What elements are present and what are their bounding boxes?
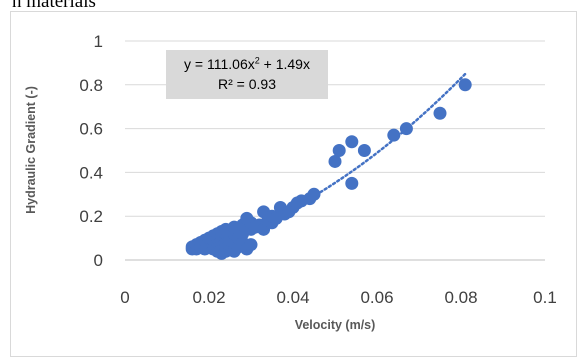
trendline-equation: y = 111.06x2 + 1.49x — [184, 55, 310, 72]
data-point — [345, 176, 359, 190]
data-point — [387, 128, 401, 142]
y-tick-label: 0.2 — [79, 207, 103, 226]
y-tick-label: 0.6 — [79, 120, 103, 139]
data-points — [185, 78, 472, 260]
y-tick-label: 0 — [94, 251, 103, 270]
data-point — [357, 144, 371, 157]
y-tick-label: 0.8 — [79, 76, 103, 95]
data-point — [307, 187, 321, 201]
x-axis-title: Velocity (m/s) — [295, 318, 376, 332]
y-axis-title: Hydraulic Gradient (-) — [24, 86, 38, 214]
x-tick-label: 0.02 — [192, 288, 225, 307]
y-tick-label: 0.4 — [79, 163, 103, 182]
y-tick-label: 1 — [94, 32, 103, 51]
x-tick-label: 0.06 — [360, 288, 393, 307]
data-point — [399, 122, 413, 136]
x-tick-labels: 0 0.02 0.04 0.06 0.08 0.1 — [120, 288, 557, 307]
x-tick-label: 0 — [120, 288, 129, 307]
data-point — [458, 78, 472, 92]
r-squared-label: R² = 0.93 — [218, 76, 276, 92]
page-heading: n materials — [12, 0, 96, 12]
data-point — [433, 106, 447, 120]
trendline — [186, 72, 467, 251]
x-tick-label: 0.04 — [276, 288, 309, 307]
trendline-equation-box: y = 111.06x2 + 1.49x R² = 0.93 — [166, 50, 328, 99]
data-point — [345, 135, 359, 149]
y-tick-labels: 0 0.2 0.4 0.6 0.8 1 — [79, 32, 103, 270]
data-point — [332, 144, 346, 157]
x-tick-label: 0.08 — [444, 288, 477, 307]
data-point — [328, 154, 342, 168]
x-tick-label: 0.1 — [533, 288, 557, 307]
data-point — [244, 238, 258, 252]
trendline-curve — [186, 72, 467, 251]
chart-frame — [10, 11, 577, 357]
